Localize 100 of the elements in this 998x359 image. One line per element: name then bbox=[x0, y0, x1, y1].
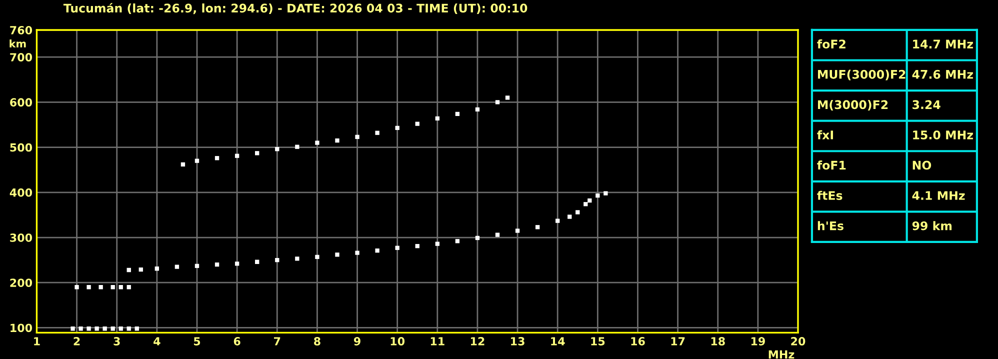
point bbox=[475, 107, 480, 112]
point bbox=[110, 285, 115, 290]
point bbox=[455, 239, 460, 244]
point bbox=[495, 100, 500, 104]
point bbox=[375, 130, 380, 135]
point bbox=[395, 246, 400, 250]
point bbox=[315, 254, 320, 259]
point bbox=[126, 268, 131, 272]
x-tick-label: 6 bbox=[234, 337, 240, 346]
point bbox=[335, 252, 340, 257]
point bbox=[86, 285, 91, 290]
point bbox=[568, 214, 572, 219]
x-tick-label: 3 bbox=[114, 337, 120, 346]
x-tick-label: 15 bbox=[591, 337, 605, 346]
point bbox=[70, 326, 75, 331]
point bbox=[110, 326, 115, 331]
point bbox=[415, 122, 420, 126]
point bbox=[214, 156, 220, 160]
point bbox=[576, 210, 580, 214]
point bbox=[98, 285, 103, 290]
text: 4.1 MHz bbox=[912, 191, 965, 200]
point bbox=[138, 267, 143, 272]
text: 47.6 MHz bbox=[912, 70, 973, 79]
text: foF1 bbox=[817, 160, 846, 170]
point bbox=[295, 256, 300, 261]
point bbox=[78, 326, 83, 331]
point bbox=[604, 191, 608, 196]
text: foF2 bbox=[817, 39, 846, 49]
point bbox=[295, 144, 300, 149]
y-axis-title: km bbox=[10, 40, 26, 48]
point bbox=[154, 266, 160, 271]
text: h'Es bbox=[818, 221, 844, 230]
x-tick-label: 10 bbox=[390, 337, 405, 346]
point bbox=[556, 218, 560, 223]
x-tick-label: 20 bbox=[791, 337, 806, 346]
point bbox=[118, 285, 123, 290]
text: fxI bbox=[817, 130, 833, 140]
point bbox=[174, 264, 180, 269]
point bbox=[118, 326, 123, 331]
point bbox=[214, 262, 220, 267]
point bbox=[395, 126, 400, 130]
point bbox=[505, 96, 510, 100]
point bbox=[455, 112, 460, 116]
point bbox=[515, 228, 520, 233]
point bbox=[588, 198, 592, 203]
point bbox=[180, 162, 186, 167]
point bbox=[435, 242, 440, 246]
y-tick-label: 700 bbox=[10, 53, 32, 62]
text: M(3000)F2 bbox=[818, 100, 888, 110]
point bbox=[475, 236, 480, 240]
point bbox=[584, 202, 588, 206]
x-tick-label: 4 bbox=[154, 337, 160, 346]
y-tick-label: 500 bbox=[10, 143, 32, 152]
point bbox=[315, 140, 320, 145]
x-tick-label: 11 bbox=[430, 337, 444, 346]
point bbox=[275, 258, 280, 262]
x-tick-label: 9 bbox=[354, 337, 360, 346]
point bbox=[535, 225, 540, 230]
x-tick-label: 13 bbox=[511, 337, 524, 346]
text: NO bbox=[912, 160, 932, 170]
point bbox=[596, 193, 600, 198]
point bbox=[375, 248, 380, 253]
x-tick-label: 7 bbox=[274, 337, 280, 346]
point bbox=[74, 285, 79, 290]
y-tick-label: 300 bbox=[10, 233, 32, 242]
point bbox=[275, 147, 280, 152]
point bbox=[335, 138, 340, 143]
point bbox=[435, 116, 440, 121]
point bbox=[194, 264, 200, 268]
x-tick-label: 2 bbox=[74, 337, 80, 346]
point bbox=[255, 151, 260, 156]
point bbox=[234, 154, 240, 158]
x-tick-label: 18 bbox=[711, 337, 725, 346]
y-tick-label: 400 bbox=[10, 188, 32, 197]
point bbox=[134, 326, 139, 331]
y-tick-label: 600 bbox=[10, 98, 32, 107]
x-tick-label: 16 bbox=[631, 337, 645, 346]
point bbox=[234, 262, 240, 266]
point bbox=[415, 244, 420, 248]
point bbox=[255, 260, 260, 264]
point bbox=[102, 326, 107, 331]
point bbox=[194, 158, 200, 163]
text: MUF(3000)F2 bbox=[818, 70, 906, 80]
point bbox=[355, 250, 360, 255]
chart-title: Tucumán (lat: -26.9, lon: 294.6) - DATE: 2026 04 03 - TIME (UT): 00:10 bbox=[63, 2, 528, 14]
x-tick-label: 17 bbox=[671, 337, 685, 346]
y-tick-label: 760 bbox=[10, 26, 32, 34]
x-tick-label: 1 bbox=[34, 337, 40, 346]
point bbox=[94, 326, 99, 331]
x-axis-title: MHz bbox=[768, 350, 794, 358]
point bbox=[126, 285, 131, 290]
point bbox=[495, 232, 500, 237]
y-tick-label: 200 bbox=[10, 278, 32, 287]
text: 99 km bbox=[912, 221, 952, 230]
point bbox=[126, 326, 131, 331]
text: ftEs bbox=[817, 190, 842, 200]
x-tick-label: 14 bbox=[551, 337, 565, 346]
point bbox=[86, 326, 91, 331]
x-tick-label: 5 bbox=[194, 337, 200, 346]
text: 14.7 MHz bbox=[913, 40, 973, 48]
